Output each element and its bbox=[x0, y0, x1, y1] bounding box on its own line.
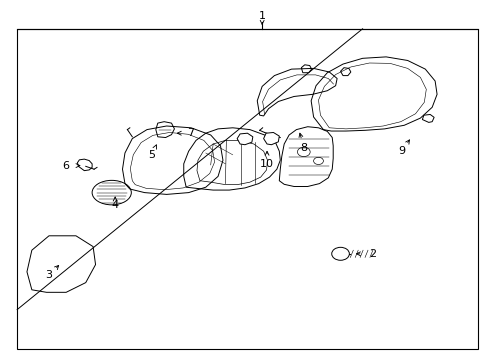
Text: 3: 3 bbox=[46, 270, 52, 280]
Polygon shape bbox=[237, 133, 253, 145]
Ellipse shape bbox=[92, 180, 131, 205]
Text: 6: 6 bbox=[63, 161, 70, 171]
Text: 1: 1 bbox=[259, 11, 266, 21]
Text: 8: 8 bbox=[300, 143, 307, 153]
Text: 9: 9 bbox=[398, 146, 405, 156]
Text: 2: 2 bbox=[369, 249, 376, 259]
Text: 7: 7 bbox=[188, 128, 195, 138]
Text: 5: 5 bbox=[148, 150, 155, 160]
Bar bbox=[17, 29, 478, 349]
Text: 10: 10 bbox=[260, 159, 274, 169]
Text: 4: 4 bbox=[112, 200, 119, 210]
Polygon shape bbox=[264, 132, 279, 145]
